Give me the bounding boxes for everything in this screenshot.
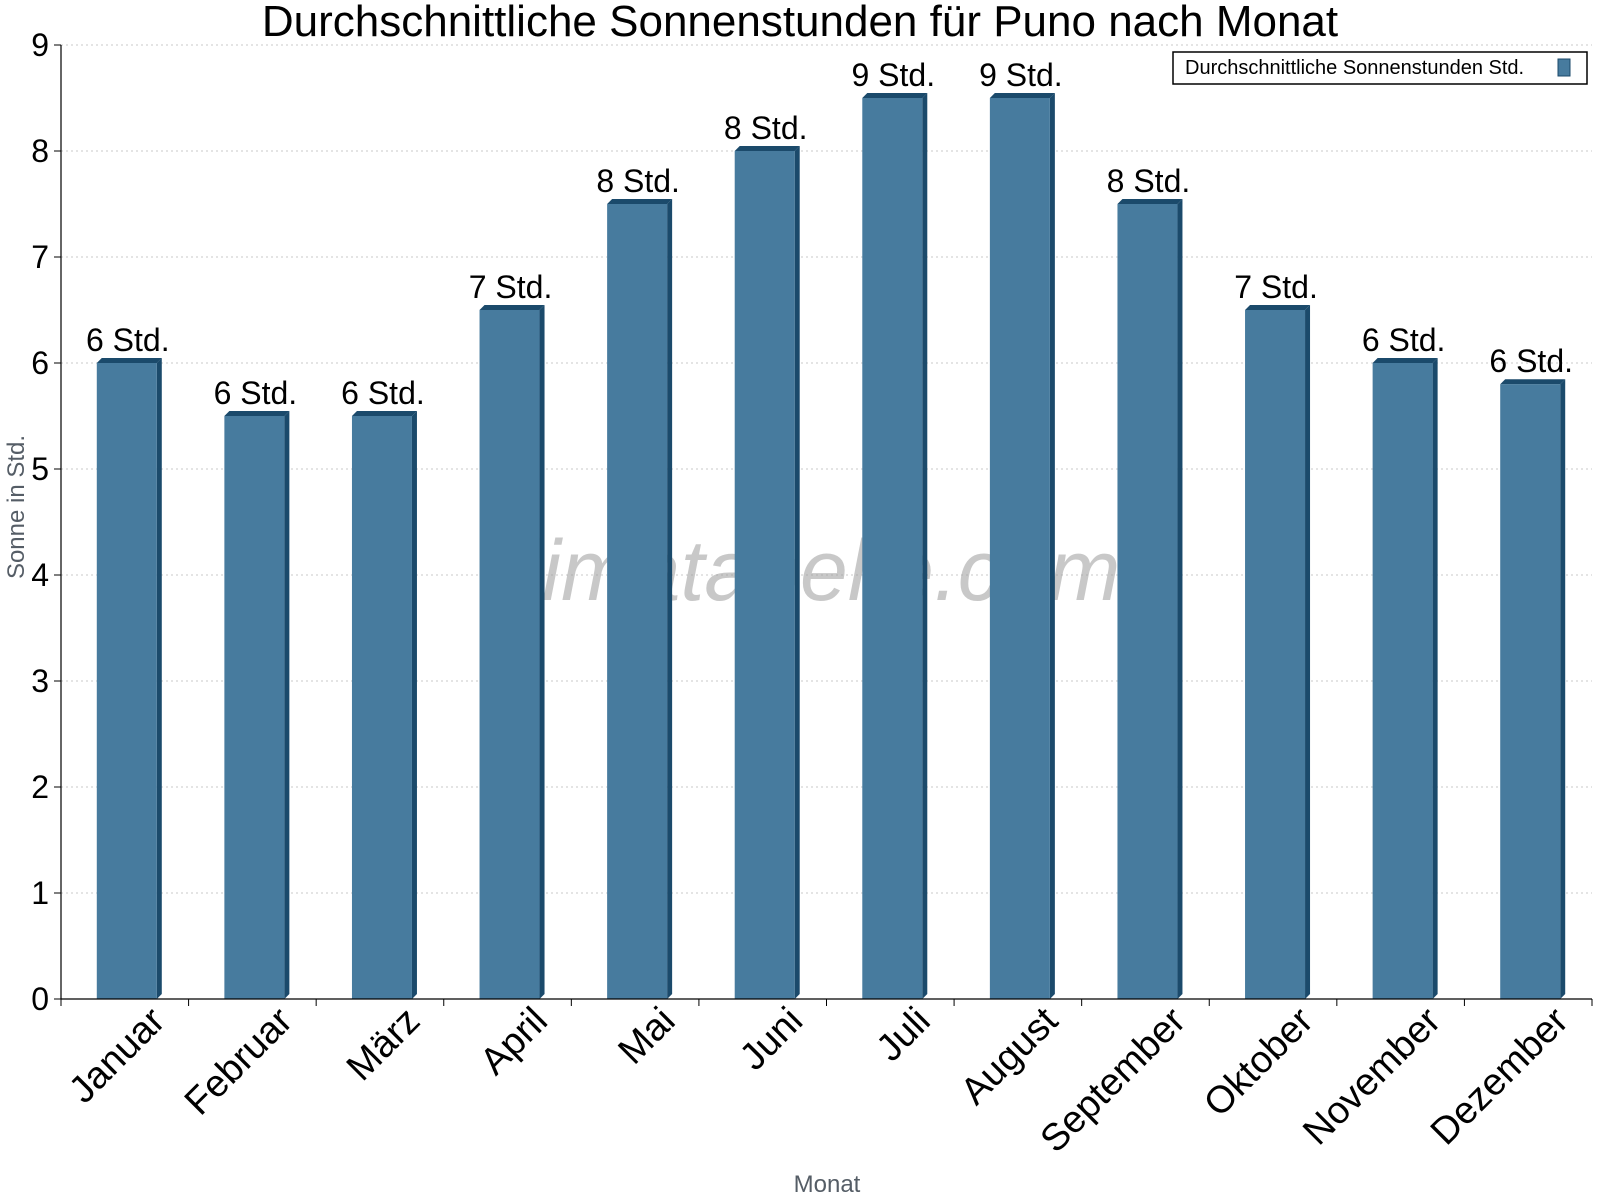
bar-side [539, 305, 545, 999]
bar-group: 6 Std. [341, 375, 425, 999]
x-tick-label: März [339, 1000, 428, 1089]
bar-side [1305, 305, 1311, 999]
y-tick-label: 3 [31, 663, 49, 699]
legend-box [1172, 51, 1588, 85]
bar-side [411, 411, 417, 999]
bar-top [607, 199, 673, 204]
x-tick-label: Juli [869, 1000, 939, 1070]
bar-side [1177, 199, 1183, 999]
data-label: 8 Std. [1107, 163, 1191, 199]
y-tick-label: 0 [31, 981, 49, 1017]
x-axis-ticks: Januar Februar März April Mai Juni Juli AugustS… [60, 999, 1593, 1161]
bar-top [1372, 358, 1438, 363]
bar-top [862, 93, 928, 98]
bar-group: 6 Std. [1489, 343, 1573, 999]
x-tick-label: April [472, 1000, 555, 1083]
bar-side [667, 199, 673, 999]
data-label: 9 Std. [851, 57, 935, 93]
bar-top [1117, 199, 1183, 204]
bar-side [156, 358, 162, 999]
bar [862, 98, 923, 999]
x-axis-label: Monat [794, 1171, 861, 1198]
x-tick-label: Januar [61, 999, 173, 1111]
bar [989, 98, 1050, 999]
x-tick-label: August [953, 999, 1067, 1113]
data-label: 8 Std. [596, 163, 680, 199]
data-label: 7 Std. [1234, 269, 1318, 305]
legend: Durchschnittliche Sonnenstunden Std. [1172, 51, 1588, 85]
bar [734, 151, 795, 999]
legend-swatch [1557, 58, 1571, 77]
bar [1500, 384, 1561, 999]
bar-side [794, 146, 800, 999]
bar [351, 416, 412, 999]
bar-group: 9 Std. [851, 57, 935, 999]
bar-group: 8 Std. [1107, 163, 1191, 999]
data-label: 6 Std. [86, 322, 170, 358]
gridlines [61, 44, 1592, 894]
bar-group: 7 Std. [1234, 269, 1318, 999]
data-label: 6 Std. [214, 375, 298, 411]
bar-group: 8 Std. [724, 110, 808, 999]
bar-group: 6 Std. [1362, 322, 1446, 999]
bar-top [96, 358, 162, 363]
legend-entry: Durchschnittliche Sonnenstunden Std. [1185, 57, 1524, 79]
y-tick-label: 2 [31, 769, 49, 805]
bar-top [224, 411, 290, 416]
data-label: 9 Std. [979, 57, 1063, 93]
axes [60, 45, 1592, 1000]
y-tick-label: 7 [31, 239, 49, 275]
bar-side [1432, 358, 1438, 999]
bar-side [922, 93, 928, 999]
bar [224, 416, 285, 999]
data-label: 6 Std. [1489, 343, 1573, 379]
bar-top [1500, 379, 1566, 385]
x-tick-label: November [1295, 999, 1449, 1153]
bar [479, 310, 540, 999]
y-tick-label: 9 [31, 27, 49, 63]
bar [1245, 310, 1306, 999]
x-tick-label: Dezember [1423, 999, 1577, 1153]
x-tick-label: Juni [732, 1000, 811, 1079]
bar-group: 9 Std. [979, 57, 1063, 999]
y-tick-label: 6 [31, 345, 49, 381]
bar-top [479, 305, 545, 310]
bar-top [1245, 305, 1311, 310]
data-label: 6 Std. [1362, 322, 1446, 358]
bar-top [989, 93, 1055, 98]
bar [96, 363, 157, 999]
bar-group: 8 Std. [596, 163, 680, 999]
x-tick-label: Oktober [1196, 999, 1322, 1125]
x-tick-label: Mai [610, 1000, 683, 1073]
data-label: 8 Std. [724, 110, 808, 146]
y-tick-label: 5 [31, 451, 49, 487]
y-tick-label: 8 [31, 133, 49, 169]
x-tick-label: Februar [177, 999, 301, 1123]
bar-side [1560, 379, 1566, 999]
data-label: 6 Std. [341, 375, 425, 411]
y-tick-label: 1 [31, 875, 49, 911]
bar-group: 6 Std. [86, 322, 170, 999]
bar [607, 204, 668, 999]
bar-series: 6 Std. 6 Std. 6 Std. 7 Std. 8 Std. 8 Std. 9 St… [86, 57, 1573, 999]
chart-title: Durchschnittliche Sonnenstunden für Puno… [262, 0, 1338, 46]
bar-group: 6 Std. [214, 375, 298, 999]
y-axis-ticks: 0 1 2 3 4 5 6 7 8 9 [31, 27, 61, 1017]
bar-side [1049, 93, 1055, 999]
bar-group: 7 Std. [469, 269, 553, 999]
y-axis-label: Sonne in Std. [3, 435, 30, 579]
bar [1117, 204, 1178, 999]
y-tick-label: 4 [31, 557, 49, 593]
bar-top [351, 411, 417, 416]
bar-side [284, 411, 290, 999]
bar-top [734, 146, 800, 151]
data-label: 7 Std. [469, 269, 553, 305]
bar [1372, 363, 1433, 999]
